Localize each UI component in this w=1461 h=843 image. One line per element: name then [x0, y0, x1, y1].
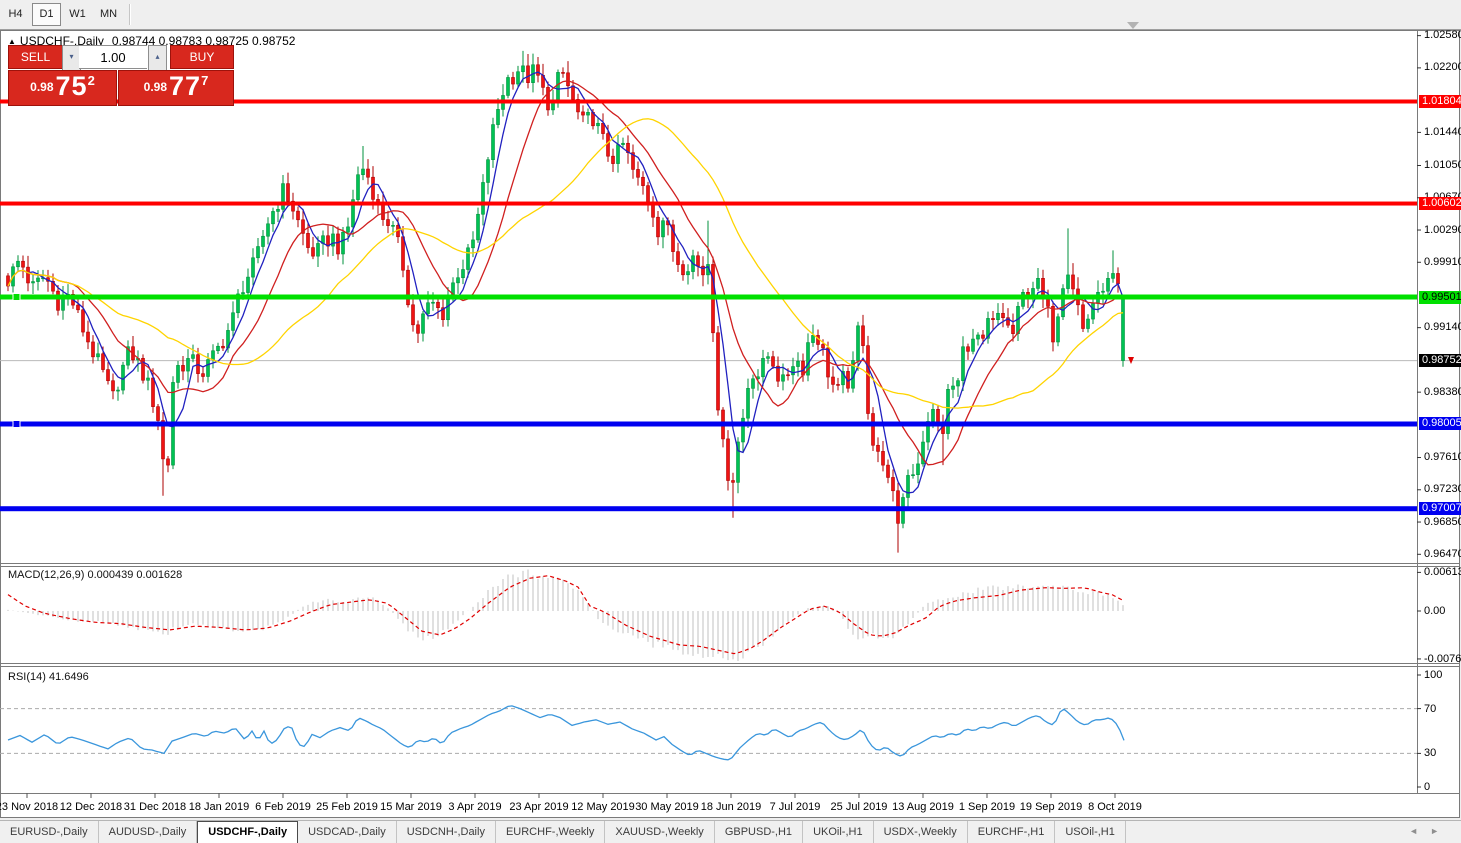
- macd-plot[interactable]: [0, 566, 1417, 663]
- rsi-axis-label: 70: [1424, 702, 1437, 715]
- volume-input[interactable]: [79, 45, 147, 69]
- rsi-plot[interactable]: [0, 666, 1417, 793]
- price-tick-label: 0.96470: [1424, 547, 1461, 560]
- rsi-label: RSI(14) 41.6496: [8, 671, 89, 683]
- tab-eurchf-weekly[interactable]: EURCHF-,Weekly: [496, 821, 606, 843]
- price-tick-label: 1.01440: [1424, 125, 1461, 138]
- tab-usdx-weekly[interactable]: USDX-,Weekly: [874, 821, 968, 843]
- price-level-label-1.00602: 1.00602: [1419, 197, 1461, 211]
- price-tick-label: 0.97230: [1424, 483, 1461, 496]
- tab-usdcnh-daily[interactable]: USDCNH-,Daily: [397, 821, 496, 843]
- buy-button[interactable]: BUY: [170, 45, 234, 69]
- sell-price-sup: 2: [87, 73, 95, 88]
- macd-axis-label: 0.00: [1424, 605, 1446, 617]
- tab-eurusd-daily[interactable]: EURUSD-,Daily: [0, 821, 99, 843]
- tab-usdchf-daily[interactable]: USDCHF-,Daily: [197, 821, 299, 843]
- buy-price-panel[interactable]: 0.98 77 7: [118, 70, 234, 106]
- tab-gbpusd-h1[interactable]: GBPUSD-,H1: [715, 821, 804, 843]
- toolbar-separator: [129, 4, 131, 25]
- date-label: 8 Oct 2019: [1088, 801, 1142, 813]
- buy-price-small: 0.98: [143, 80, 168, 94]
- price-tick-label: 0.98380: [1424, 385, 1461, 398]
- price-tick-label: 1.02580: [1424, 29, 1461, 42]
- tab-usdcad-daily[interactable]: USDCAD-,Daily: [298, 821, 397, 843]
- price-level-label-0.98752: 0.98752: [1419, 354, 1461, 368]
- tab-scroll-left-icon[interactable]: ◄: [1409, 826, 1431, 836]
- price-chart-plot[interactable]: [0, 30, 1417, 563]
- rsi-axis-label: 30: [1424, 747, 1437, 760]
- spinner-down-icon: ▾: [69, 52, 74, 61]
- price-tick-label: 0.99140: [1424, 321, 1461, 334]
- macd-label: MACD(12,26,9) 0.000439 0.001628: [8, 569, 183, 581]
- sell-button[interactable]: SELL: [8, 45, 63, 69]
- sell-price-big: 75: [55, 71, 88, 101]
- price-tick-label: 1.02200: [1424, 61, 1461, 74]
- tab-ukoil-h1[interactable]: UKOil-,H1: [803, 821, 874, 843]
- spinner-up-icon: ▴: [155, 52, 160, 61]
- timeframe-toolbar: H4 D1 W1 MN: [0, 0, 1461, 30]
- timeframe-button-d1[interactable]: D1: [32, 3, 61, 26]
- price-level-label-1.01804: 1.01804: [1419, 94, 1461, 108]
- tab-usoil-h1[interactable]: USOil-,H1: [1055, 821, 1126, 843]
- tab-audusd-daily[interactable]: AUDUSD-,Daily: [99, 821, 198, 843]
- buy-price-sup: 7: [201, 73, 209, 88]
- price-level-label-0.97007: 0.97007: [1419, 502, 1461, 516]
- volume-increase-button[interactable]: ▴: [148, 45, 167, 71]
- tab-scroll-right-icon[interactable]: ►: [1430, 826, 1451, 836]
- tab-eurchf-h1[interactable]: EURCHF-,H1: [968, 821, 1056, 843]
- chart-tab-bar: ◄► EURUSD-,Daily AUDUSD-,Daily USDCHF-,Dai…: [0, 820, 1461, 843]
- price-level-label-0.99501: 0.99501: [1419, 290, 1461, 304]
- price-tick-label: 0.97610: [1424, 451, 1461, 464]
- price-tick-label: 1.00290: [1424, 223, 1461, 236]
- price-tick-label: 0.99910: [1424, 255, 1461, 268]
- buy-price-big: 77: [169, 71, 202, 101]
- sell-price-panel[interactable]: 0.98 75 2: [8, 70, 117, 106]
- macd-axis-label: 0.00613: [1424, 566, 1461, 579]
- price-tick-label: 1.01050: [1424, 159, 1461, 171]
- timeframe-button-w1[interactable]: W1: [69, 8, 86, 20]
- sell-price-small: 0.98: [30, 80, 54, 94]
- rsi-axis-label: 0: [1424, 781, 1431, 793]
- tab-xauusd-weekly[interactable]: XAUUSD-,Weekly: [605, 821, 715, 843]
- rsi-axis-label: 100: [1424, 669, 1443, 681]
- price-tick-label: 0.96850: [1424, 515, 1461, 528]
- timeframe-button-mn[interactable]: MN: [99, 8, 118, 20]
- price-level-label-0.98005: 0.98005: [1419, 417, 1461, 431]
- timeframe-button-h4[interactable]: H4: [8, 8, 23, 20]
